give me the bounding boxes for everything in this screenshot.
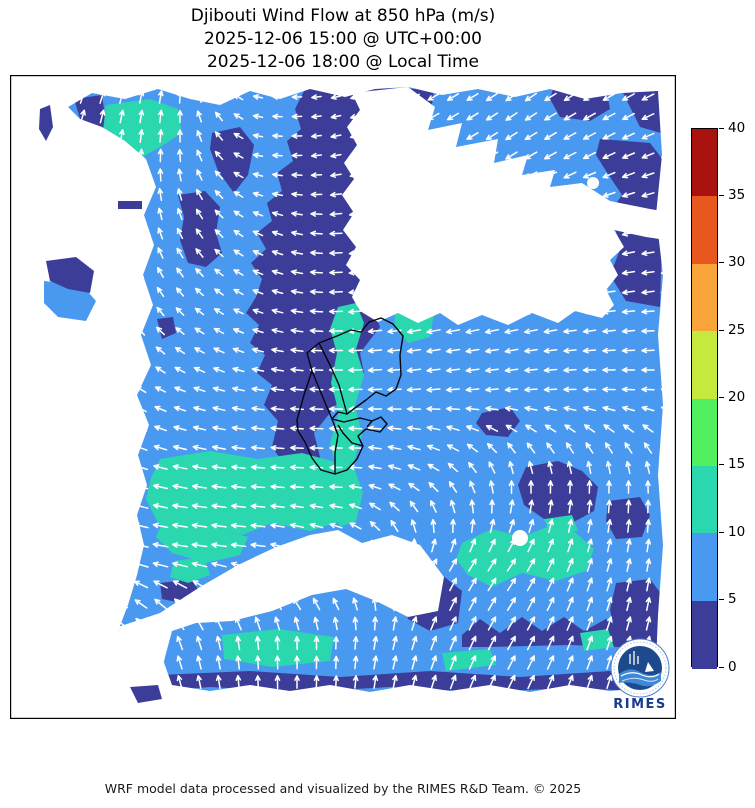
colorbar-tick: [719, 666, 724, 668]
colorbar-tick-label: 5: [728, 591, 737, 608]
colorbar-tick-label: 0: [728, 658, 737, 675]
page-title: Djibouti Wind Flow at 850 hPa (m/s) 2025…: [10, 5, 676, 74]
region-border-2: [311, 370, 333, 420]
colorbar-tick-label: 10: [728, 523, 746, 540]
wind-arrows: [17, 90, 675, 690]
colorbar-segment: [692, 465, 717, 534]
region-border-1: [318, 342, 348, 415]
map-frame: [10, 75, 676, 719]
logo-wave: [619, 669, 661, 687]
colorbar-tick: [719, 599, 724, 601]
colorbar-segment: [692, 398, 717, 467]
colorbar-tick: [719, 262, 724, 264]
logo-ring-text-hint: [613, 641, 667, 695]
colorbar-tick-label: 35: [728, 186, 746, 203]
rimes-logo: RIMES: [610, 638, 670, 712]
colorbar-tick-label: 15: [728, 456, 746, 473]
wind-speed-10-15-regions: [102, 99, 614, 671]
colorbar-tick: [719, 127, 724, 129]
colorbar-tick: [719, 464, 724, 466]
djibouti-admin-boundaries: [296, 317, 404, 475]
colorbar-segment: [692, 129, 717, 197]
logo-wave-line: [620, 672, 660, 678]
colorbar-tick: [719, 397, 724, 398]
contour-layers: [10, 75, 676, 719]
footer-credit: WRF model data processed and visualized …: [104, 781, 582, 796]
colorbar-tick-label: 30: [728, 254, 746, 271]
colorbar-tick-label: 25: [728, 321, 746, 338]
colorbar-segment: [692, 533, 717, 602]
colorbar-segment: [692, 331, 717, 399]
colorbar-segment: [692, 196, 717, 265]
logo-signal-lines: [629, 651, 639, 665]
logo-wave-line-2: [621, 677, 659, 682]
wind-map: RIMES: [10, 75, 676, 719]
colorbar-gradient: [691, 128, 718, 669]
region-border-3: [331, 418, 339, 474]
colorbar: 40 35 30 25 20 15 10 5 0: [691, 120, 755, 675]
region-border-5: [366, 420, 373, 428]
logo-figure: [645, 662, 654, 672]
title-line-1: Djibouti Wind Flow at 850 hPa (m/s): [190, 6, 496, 26]
colorbar-tick: [719, 329, 724, 331]
colorbar-segment: [692, 263, 717, 332]
colorbar-tick: [719, 194, 724, 196]
colorbar-tick-label: 40: [728, 119, 746, 136]
logo-wordmark: RIMES: [613, 697, 667, 712]
isolated-blobs-outside-domain: [39, 105, 162, 703]
title-line-3: 2025-12-06 18:00 @ Local Time: [206, 52, 480, 72]
colorbar-tick: [719, 531, 724, 533]
wind-map-svg: RIMES: [10, 75, 676, 719]
colorbar-segment: [692, 600, 717, 669]
colorbar-tick-label: 20: [728, 389, 746, 405]
region-border-4: [337, 424, 364, 447]
title-line-2: 2025-12-06 15:00 @ UTC+00:00: [204, 29, 482, 49]
